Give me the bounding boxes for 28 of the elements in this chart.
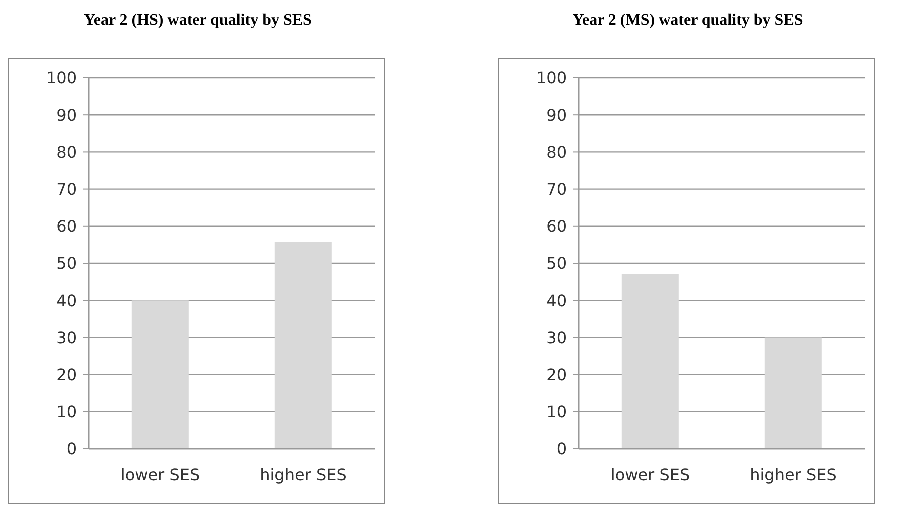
y-tick-label: 40 (546, 291, 567, 310)
y-tick-label: 40 (56, 291, 77, 310)
y-tick-label: 60 (56, 217, 77, 236)
y-tick-label: 90 (56, 106, 77, 125)
y-tick-label: 100 (536, 68, 567, 88)
y-tick-label: 80 (546, 142, 567, 162)
x-tick-label: lower SES (120, 465, 200, 484)
y-tick-label: 70 (56, 180, 77, 199)
y-tick-label: 50 (546, 254, 567, 274)
y-tick-label: 70 (546, 180, 567, 199)
y-tick-label: 10 (546, 402, 567, 422)
y-tick-label: 10 (56, 402, 77, 422)
y-tick-label: 100 (46, 68, 77, 88)
y-tick-label: 20 (546, 365, 567, 384)
y-tick-label: 80 (56, 142, 77, 162)
x-tick-label: lower SES (610, 465, 690, 484)
y-tick-label: 0 (556, 440, 567, 459)
chart-title: Year 2 (HS) water quality by SES (83, 12, 313, 30)
chart-title: Year 2 (MS) water quality by SES (572, 12, 804, 30)
x-tick-label: higher SES (260, 465, 347, 484)
y-tick-label: 30 (56, 328, 77, 348)
y-tick-label: 30 (546, 328, 567, 348)
y-tick-label: 60 (546, 217, 567, 236)
y-tick-label: 50 (56, 254, 77, 274)
y-tick-label: 0 (66, 440, 77, 459)
y-tick-label: 90 (546, 106, 567, 125)
x-tick-label: higher SES (750, 465, 837, 484)
y-tick-label: 20 (56, 365, 77, 384)
